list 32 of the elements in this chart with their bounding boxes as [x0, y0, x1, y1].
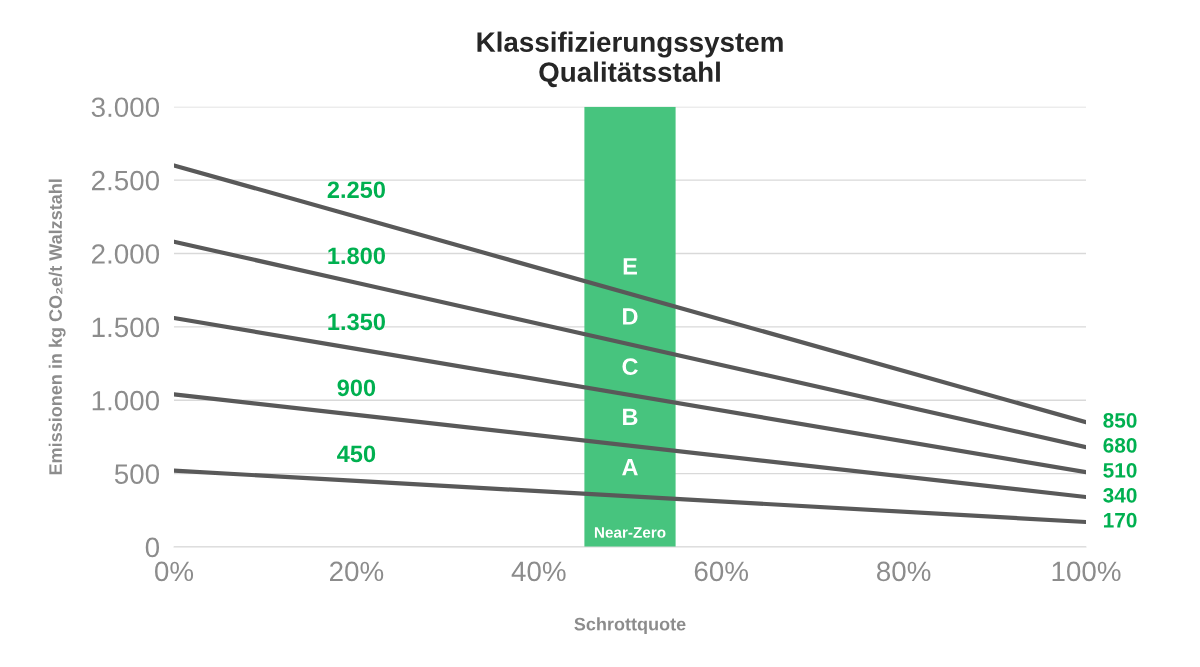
y-tick-label: 1.500: [92, 317, 160, 338]
data-label: 510: [1103, 462, 1137, 478]
annotation: D: [623, 308, 638, 325]
annotation: E: [623, 258, 637, 275]
y-tick-label: 1.000: [92, 390, 160, 411]
data-label: 850: [1103, 413, 1137, 428]
y-tick-label: 500: [114, 464, 160, 484]
data-label: 2.250: [327, 181, 385, 199]
x-tick-label: 20%: [330, 561, 384, 582]
data-label: 1.800: [328, 247, 385, 265]
y-tick-label: 0: [145, 537, 160, 558]
chart-title: Klassifizierungssystem Qualitätsstahl: [477, 31, 783, 88]
y-tick-label: 2.500: [92, 170, 160, 191]
y-tick-label: 3.000: [91, 97, 160, 118]
data-label: 450: [337, 445, 376, 463]
y-tick-label: 2.000: [92, 244, 160, 264]
x-tick-label: 0%: [155, 561, 194, 582]
data-label: 680: [1103, 438, 1137, 453]
band-label: Near-Zero: [594, 527, 666, 538]
annotation: A: [622, 458, 638, 476]
data-label: 900: [337, 379, 376, 397]
annotation: C: [622, 358, 638, 375]
data-label: 340: [1103, 487, 1137, 503]
x-tick-label: 60%: [694, 561, 749, 582]
data-label: 1.350: [328, 313, 385, 331]
data-label: 170: [1103, 512, 1137, 528]
x-axis-title: Schrottquote: [574, 617, 686, 635]
x-tick-label: 100%: [1052, 561, 1121, 582]
x-tick-label: 40%: [511, 561, 566, 582]
x-tick-label: 80%: [877, 561, 931, 582]
y-axis-title: Emissionen in kg CO₂e/t Walzstahl: [48, 179, 66, 475]
annotation: B: [623, 408, 638, 425]
